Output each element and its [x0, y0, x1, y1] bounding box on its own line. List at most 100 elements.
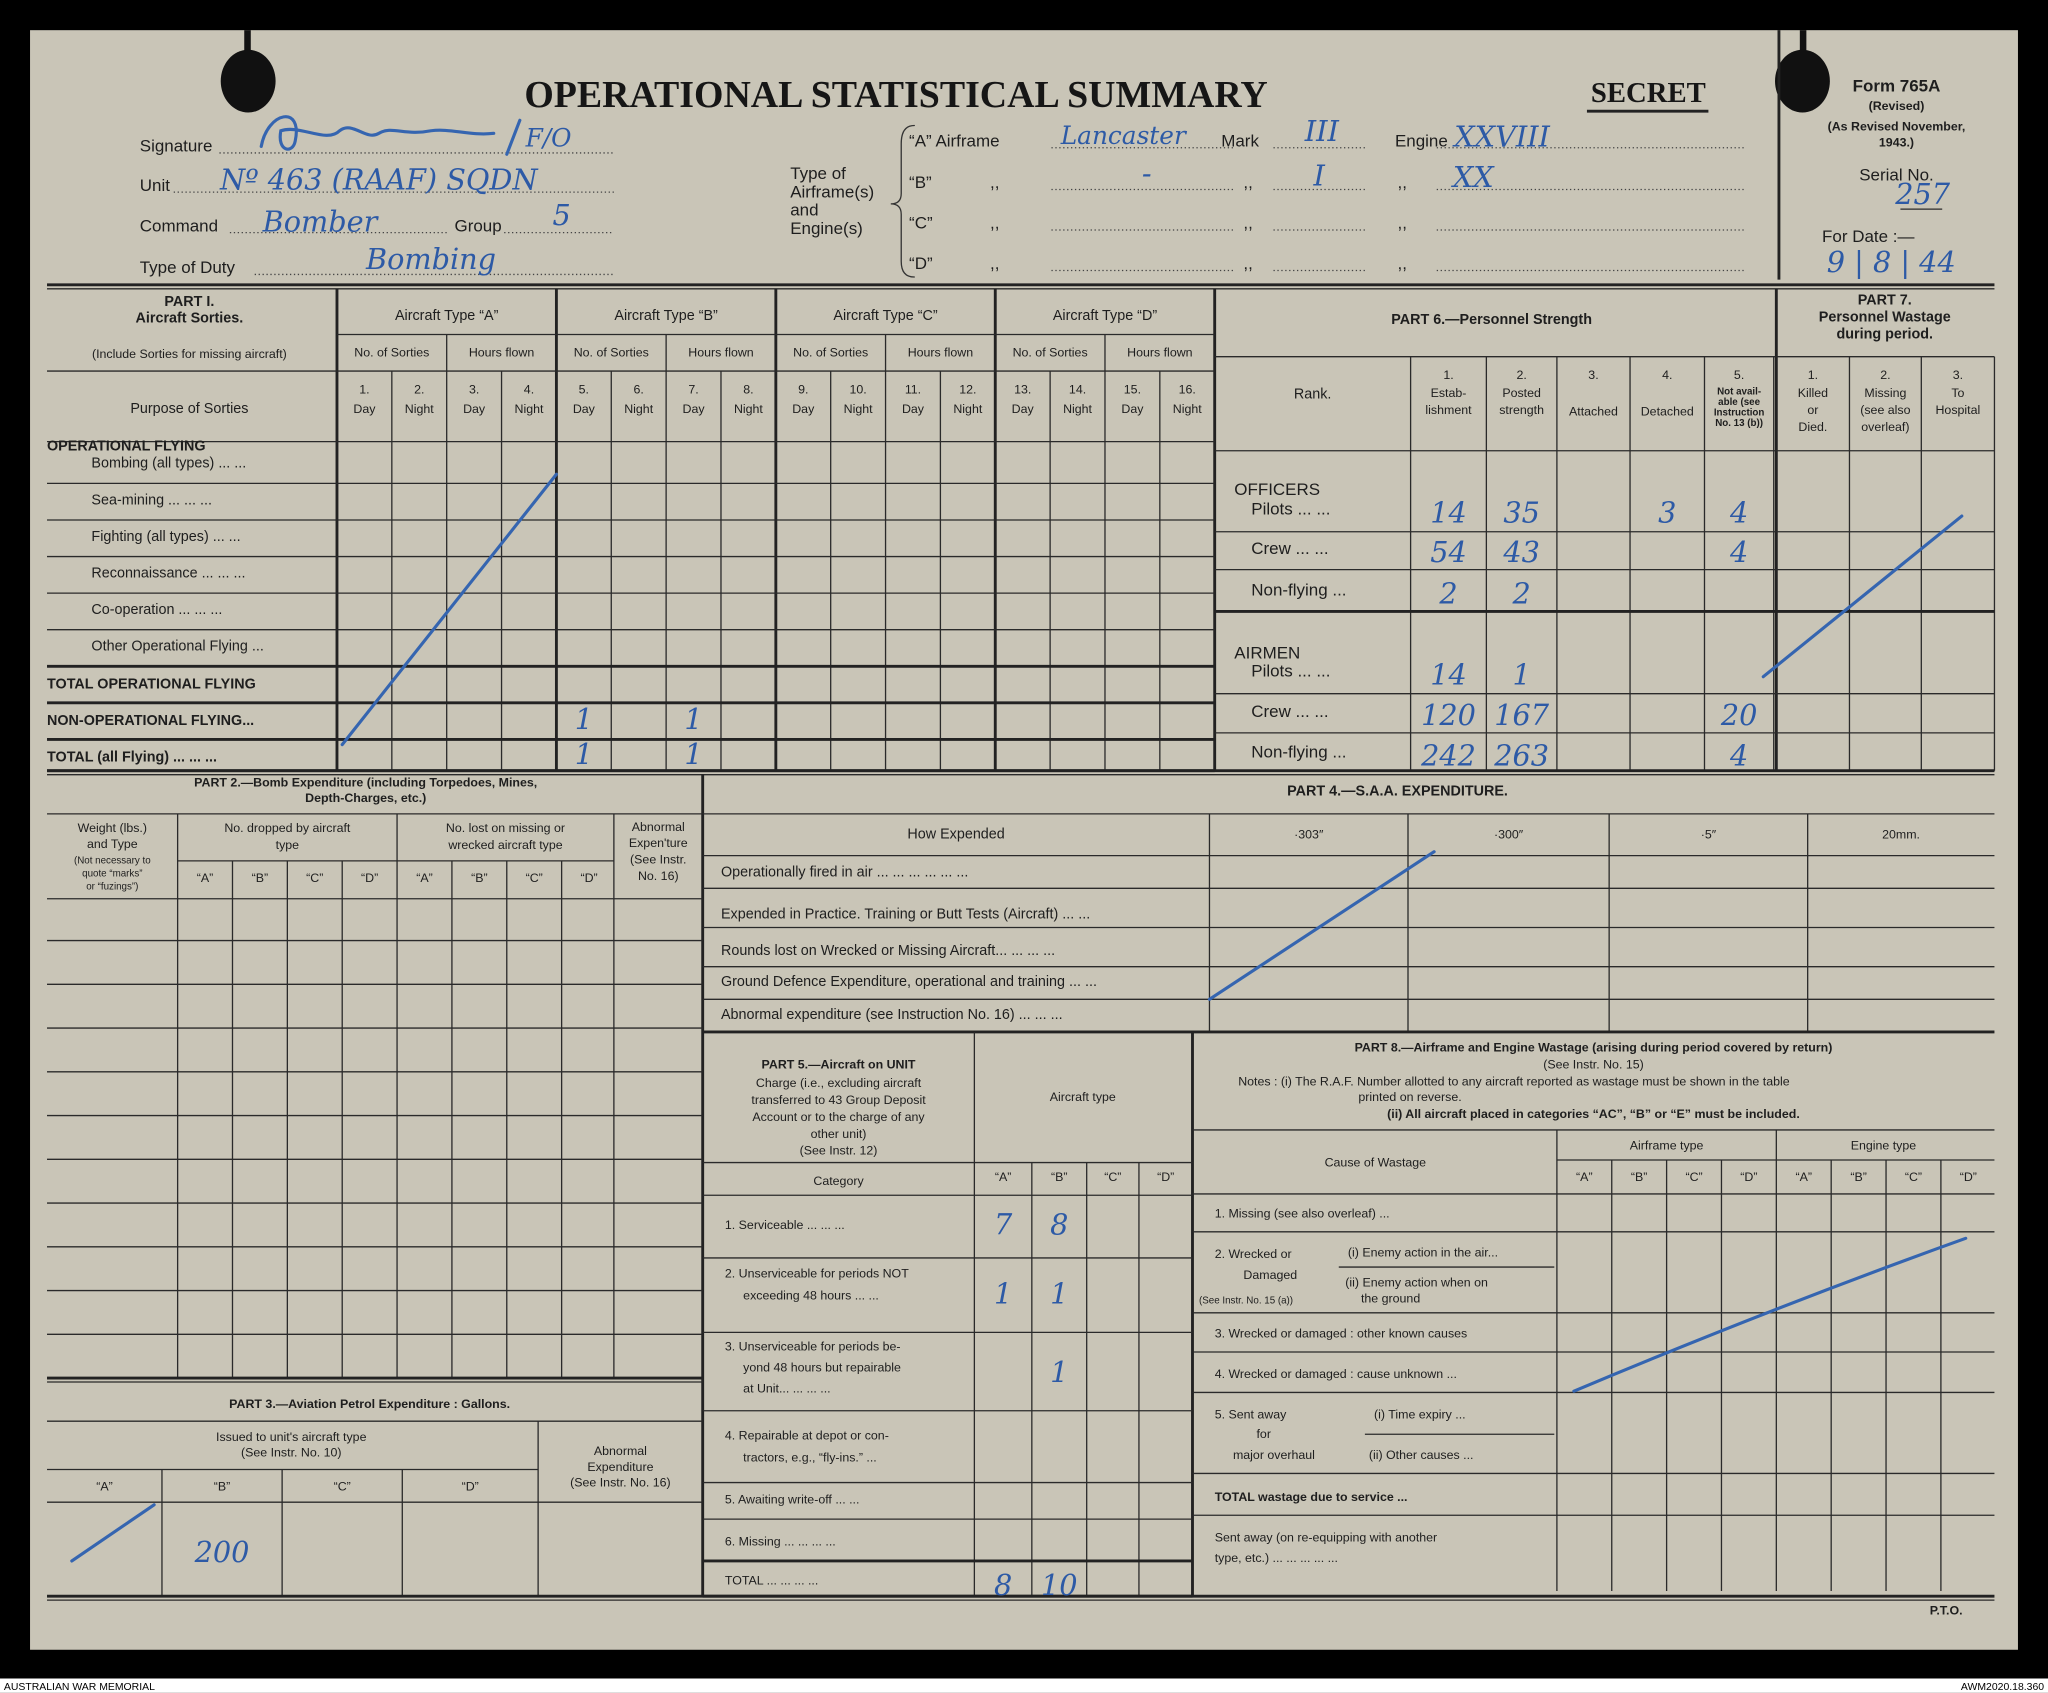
ditto-mark: ,, — [1243, 173, 1252, 192]
aircraft-count-value: 1 — [994, 1277, 1012, 1311]
signature-rank: F/O — [525, 123, 572, 152]
column-number: 14. — [1069, 382, 1086, 396]
form-revision-year: 1943.) — [1879, 135, 1914, 149]
column-number: 3. — [469, 382, 479, 396]
category-row: tractors, e.g., “fly-ins.” ... — [743, 1451, 877, 1465]
aircraft-type-column: “A” — [995, 1170, 1012, 1184]
day-night-label: Night — [734, 402, 763, 416]
serial-value: 257 — [1894, 177, 1951, 211]
column-number: 13. — [1014, 382, 1031, 396]
ditto-mark: ,, — [990, 254, 999, 273]
handwritten-entry: 1 — [575, 702, 593, 736]
column-header: (see also — [1860, 403, 1910, 417]
sortie-purpose-row: Co-operation ... ... ... — [91, 602, 222, 618]
airframe-row-key: “C” — [909, 214, 933, 233]
category-row: at Unit... ... ... ... — [743, 1381, 830, 1395]
engine-a-value: XXVIII — [1452, 119, 1550, 153]
category-row: 3. Unserviceable for periods be- — [725, 1340, 901, 1354]
abnormal-header: (See Instr. — [630, 852, 686, 866]
handwritten-marks — [70, 115, 1968, 1563]
column-number: 3. — [1953, 368, 1963, 382]
wastage-row: for — [1256, 1427, 1270, 1441]
category-row: exceeding 48 hours ... ... — [743, 1289, 879, 1303]
airframe-type-header: Airframe type — [1630, 1139, 1704, 1153]
strength-value: 20 — [1720, 698, 1758, 732]
wastage-row: 5. Sent away — [1215, 1408, 1287, 1422]
column-header: or — [1807, 403, 1818, 417]
wastage-subrow: (i) Time expiry ... — [1374, 1408, 1466, 1422]
officers-group: OFFICERS — [1234, 480, 1320, 499]
saa-row: Operationally fired in air ... ... ... .… — [721, 865, 968, 881]
petrol-b-value: 200 — [194, 1535, 250, 1569]
part6-title: PART 6.—Personnel Strength — [1391, 312, 1592, 328]
ditto-mark: ,, — [1398, 214, 1407, 233]
strength-value: 14 — [1430, 658, 1467, 692]
part5-title: transferred to 43 Group Deposit — [751, 1093, 926, 1107]
aircraft-type-column: “D” — [361, 871, 378, 885]
column-number: 1. — [1808, 368, 1818, 382]
wastage-type-column: “D” — [1740, 1170, 1757, 1184]
ditto-mark: ,, — [1243, 214, 1252, 233]
form-text: OPERATIONAL STATISTICAL SUMMARY SECRET Sig… — [4, 74, 2044, 1693]
part4-title: PART 4.—S.A.A. EXPENDITURE. — [1287, 784, 1508, 800]
part3-title: PART 3.—Aviation Petrol Expenditure : Ga… — [229, 1397, 510, 1411]
aircraft-type-column: “C” — [526, 871, 543, 885]
airframe-type-label: Engine(s) — [790, 219, 863, 238]
airframe-a-value: Lancaster — [1060, 121, 1188, 150]
handwritten-entry: 1 — [684, 702, 702, 736]
part8-title: PART 8.—Airframe and Engine Wastage (ari… — [1355, 1041, 1833, 1055]
handwritten-entry: 1 — [575, 737, 593, 771]
rank-row: Pilots ... ... — [1251, 500, 1330, 519]
brace-icon — [890, 124, 915, 278]
column-header: Detached — [1641, 404, 1694, 418]
column-header: To — [1951, 386, 1964, 400]
wastage-type-column: “A” — [1795, 1170, 1812, 1184]
saa-row: Expended in Practice. Training or Butt T… — [721, 906, 1090, 922]
hours-header: Hours flown — [688, 346, 754, 360]
column-number: 2. — [1880, 368, 1890, 382]
airframe-b-value: - — [1142, 156, 1152, 190]
day-night-label: Day — [792, 402, 815, 416]
wastage-row: 3. Wrecked or damaged : other known caus… — [1215, 1327, 1468, 1341]
engine-label: Engine — [1395, 131, 1448, 150]
column-number: 2. — [414, 382, 424, 396]
wastage-instruction: (See Instr. No. 15 (a)) — [1199, 1296, 1293, 1307]
form-revision-date: (As Revised November, — [1828, 120, 1966, 134]
strength-value: 14 — [1430, 496, 1467, 530]
category-header: Category — [813, 1174, 864, 1188]
wastage-type-column: “B” — [1850, 1170, 1867, 1184]
airframe-row-key: “B” — [909, 173, 932, 192]
calibre-header: 20mm. — [1882, 828, 1920, 842]
petrol-type-column: “B” — [214, 1479, 231, 1493]
petrol-abnormal-header: Abnormal — [594, 1444, 647, 1458]
serial-label: Serial No. — [1859, 165, 1934, 184]
strength-value: 120 — [1421, 698, 1476, 732]
part1-subtitle: Aircraft Sorties. — [136, 311, 244, 327]
day-night-label: Night — [1173, 402, 1202, 416]
column-number: 16. — [1179, 382, 1196, 396]
ditto-mark: ,, — [1398, 254, 1407, 273]
wastage-subrow: (ii) Other causes ... — [1369, 1448, 1474, 1462]
strength-value: 3 — [1658, 496, 1676, 530]
column-header: Missing — [1864, 386, 1906, 400]
column-number: 7. — [688, 382, 698, 396]
column-header: strength — [1499, 403, 1544, 417]
ditto-mark: ,, — [990, 173, 999, 192]
column-number: 12. — [959, 382, 976, 396]
column-number: 6. — [634, 382, 644, 396]
strength-value: 4 — [1729, 739, 1748, 773]
part8-note: (ii) All aircraft placed in categories “… — [1387, 1107, 1800, 1121]
column-number: 10. — [850, 382, 867, 396]
unit-label: Unit — [140, 176, 170, 195]
weight-header: Weight (lbs.) — [78, 821, 147, 835]
petrol-type-column: “C” — [334, 1479, 351, 1493]
weight-note: quote “marks” — [82, 869, 142, 880]
form-rules — [47, 30, 1996, 1601]
re-equip-row: Sent away (on re-equipping with another — [1215, 1530, 1437, 1544]
wastage-type-column: “D” — [1960, 1170, 1977, 1184]
group-label: Group — [455, 216, 502, 235]
category-row: 5. Awaiting write-off ... ... — [725, 1492, 860, 1506]
strength-value: 263 — [1493, 739, 1549, 773]
cause-header: Cause of Wastage — [1325, 1156, 1427, 1170]
paper-sheet — [30, 30, 2018, 1650]
